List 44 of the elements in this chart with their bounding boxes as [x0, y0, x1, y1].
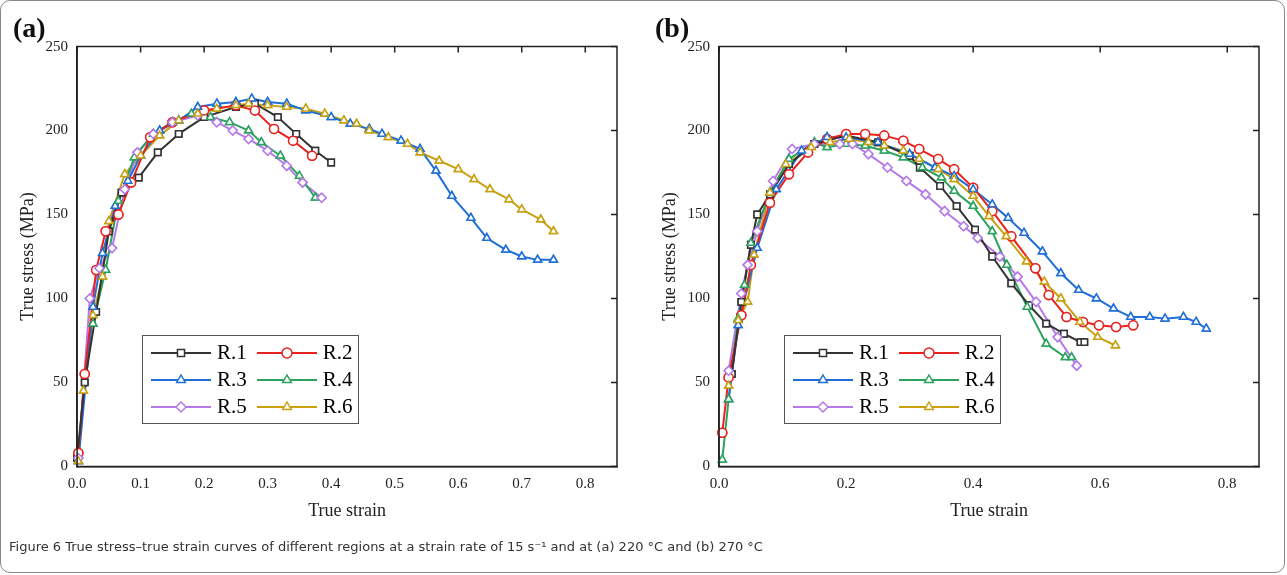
legend-label: R.6 [964, 394, 995, 420]
legend-label: R.1 [858, 340, 889, 366]
x-tick-label: 0.5 [385, 475, 405, 492]
y-tick-label: 100 [687, 289, 711, 306]
y-tick-label: 250 [687, 37, 711, 54]
y-tick-label: 200 [687, 121, 711, 138]
legend-label: R.2 [964, 340, 995, 366]
legend-label: R.5 [216, 394, 247, 420]
y-tick-label: 0 [702, 457, 711, 474]
x-tick-label: 0.7 [512, 475, 532, 492]
x-axis-title: True strain [308, 499, 386, 520]
y-tick-label: 150 [45, 205, 69, 222]
y-axis-title: True stress (MPa) [16, 192, 38, 321]
legend-label: R.4 [322, 367, 353, 393]
x-tick-label: 0.8 [575, 475, 595, 492]
x-tick-label: 0.4 [321, 475, 342, 492]
legend-label: R.3 [216, 367, 247, 393]
x-tick-label: 0.2 [836, 475, 856, 492]
legend-label: R.2 [322, 340, 353, 366]
y-tick-label: 250 [45, 37, 69, 54]
x-tick-label: 0.6 [1090, 475, 1111, 492]
y-tick-label: 150 [687, 205, 711, 222]
legend-label: R.3 [858, 367, 889, 393]
y-tick-label: 0 [60, 457, 69, 474]
x-tick-label: 0.2 [194, 475, 214, 492]
y-axis-title: True stress (MPa) [658, 192, 680, 321]
x-tick-label: 0.6 [448, 475, 469, 492]
y-tick-label: 100 [45, 289, 69, 306]
y-tick-label: 200 [45, 121, 69, 138]
x-tick-label: 0.0 [67, 475, 87, 492]
x-tick-label: 0.0 [709, 475, 729, 492]
y-tick-label: 50 [695, 373, 711, 390]
legend-label: R.5 [858, 394, 889, 420]
x-axis-title: True strain [950, 499, 1028, 520]
x-tick-label: 0.3 [258, 475, 278, 492]
legend-label: R.4 [964, 367, 995, 393]
legend-label: R.1 [216, 340, 247, 366]
y-tick-label: 50 [53, 373, 69, 390]
chart-title: (a) [13, 12, 46, 44]
x-tick-label: 0.4 [963, 475, 984, 492]
x-tick-label: 0.1 [131, 475, 150, 492]
legend-label: R.6 [322, 394, 353, 420]
x-tick-label: 0.8 [1217, 475, 1237, 492]
caption: Figure 6 True stress–true strain curves of different regions at a strain rate of 15 s⁻¹ and at (a) 220 °C and (b) 270 °C [9, 539, 763, 554]
